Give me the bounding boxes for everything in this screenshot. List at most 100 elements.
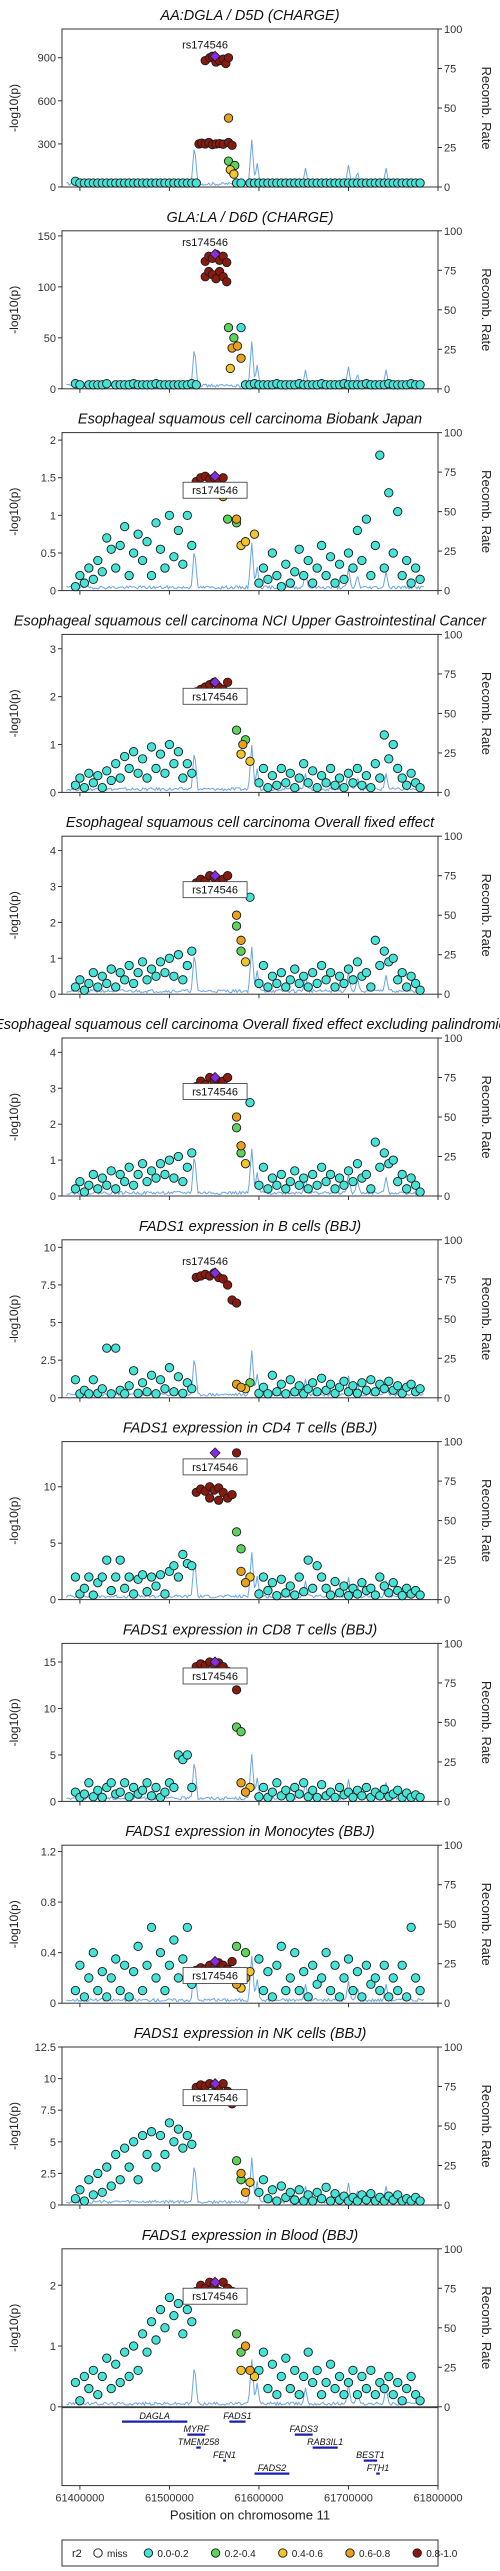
snp-point (231, 1685, 242, 1695)
y2-tick-label: 25 (444, 1959, 456, 1971)
snp-point (299, 1966, 309, 1977)
gene-label: FADS1 (223, 2411, 251, 2421)
snp-point (88, 1375, 98, 1385)
snp-point (276, 581, 286, 592)
snp-point (146, 742, 157, 752)
snp-point (70, 1572, 81, 1582)
snp-point (223, 53, 234, 63)
gene-label: FEN1 (213, 2450, 236, 2460)
y-tick-label: 5 (50, 1538, 56, 1550)
snp-point (97, 1384, 107, 1394)
snp-point (357, 1992, 367, 2002)
snp-point (79, 985, 90, 995)
snp-point (379, 563, 389, 573)
snp-point (155, 544, 166, 554)
y-axis-title: -log10(p) (7, 1295, 21, 1343)
snp-point (415, 1792, 425, 1803)
snp-point (308, 968, 318, 978)
snp-point (348, 1985, 358, 1996)
snp-point (384, 1992, 394, 2002)
y2-tick-label: 100 (444, 831, 462, 843)
y-axis-title: -log10(p) (7, 2304, 21, 2352)
snp-point (178, 1388, 188, 1398)
snp-point (223, 156, 234, 166)
snp-point (164, 1155, 175, 1165)
snp-point (330, 1184, 340, 1194)
snp-point (272, 2196, 282, 2206)
snp-point (133, 1169, 143, 1180)
legend-title: r2 (72, 2548, 82, 2560)
snp-point (415, 782, 425, 793)
snp-point (178, 975, 188, 985)
snp-point (254, 1180, 264, 1190)
snp-point (308, 1169, 318, 1180)
snp-point (205, 1493, 215, 1503)
panel-title: Esophageal squamous cell carcinoma NCI U… (14, 613, 487, 629)
snp-point (375, 1985, 385, 1996)
y-tick-label: 2.5 (41, 2168, 56, 2180)
snp-point (187, 1561, 197, 1571)
snp-point (236, 1566, 246, 1577)
recomb-rate-line (66, 1148, 424, 1196)
lead-snp-label-box (182, 2089, 248, 2107)
snp-point (120, 1778, 130, 1788)
snp-point (115, 2175, 125, 2185)
snp-point (173, 950, 184, 960)
panel-title: FADS1 expression in CD8 T cells (BBJ) (123, 1622, 377, 1638)
snp-point (137, 754, 148, 764)
snp-point (285, 578, 295, 588)
snp-point (258, 763, 269, 774)
x-tick-label: 61600000 (234, 2493, 283, 2505)
snp-point (106, 964, 116, 974)
snp-point (316, 2389, 327, 2400)
snp-point (370, 2389, 380, 2400)
snp-point (120, 751, 130, 762)
y-tick-label: 0 (50, 586, 56, 598)
snp-point (299, 759, 309, 769)
y-tick-label: 7.5 (41, 2105, 56, 2117)
y2-axis-title: Recomb. Rate (479, 672, 494, 755)
snp-point (137, 1785, 148, 1795)
lead-snp-label-box (182, 881, 248, 899)
snp-point (120, 521, 130, 532)
x-axis-title: Position on chromosome 11 (170, 2508, 330, 2523)
y2-tick-label: 25 (444, 143, 456, 155)
snp-point (79, 1789, 90, 1799)
snp-point (164, 510, 175, 521)
snp-point (106, 2383, 116, 2394)
y-tick-label: 2 (50, 2280, 56, 2292)
snp-point (84, 1389, 94, 1399)
snp-point (124, 763, 134, 774)
y2-tick-label: 75 (444, 871, 456, 883)
lead-snp-marker (209, 50, 221, 62)
panel-title: FADS1 expression in Monocytes (BBJ) (125, 1824, 375, 1840)
snp-point (75, 380, 85, 390)
snp-point (146, 1922, 157, 1933)
snp-point (339, 1581, 349, 1591)
panel-title: AA:DGLA / D5D (CHARGE) (159, 8, 339, 24)
y2-tick-label: 75 (444, 64, 456, 76)
snp-point (115, 1555, 125, 1565)
lead-snp-label-box (182, 2287, 248, 2305)
snp-point (97, 1792, 107, 1803)
y2-axis-title: Recomb. Rate (479, 1277, 494, 1360)
snp-point (133, 2175, 143, 2185)
snp-point (245, 2365, 255, 2375)
snp-point (75, 975, 85, 985)
snp-point (102, 2162, 112, 2172)
gene-label: DAGLA (139, 2411, 170, 2421)
snp-point (290, 1166, 300, 1176)
snp-point (106, 775, 116, 786)
panel-11: FADS1 expression in NK cells (BBJ) 0 2.5 5 7… (7, 2026, 494, 2212)
snp-point (348, 778, 358, 788)
snp-point (160, 1787, 170, 1797)
y2-tick-label: 75 (444, 1476, 456, 1488)
snp-point (325, 1985, 336, 1996)
snp-point (308, 2196, 318, 2206)
snp-point (312, 2365, 322, 2375)
snp-point (155, 1570, 166, 1580)
snp-point (169, 1935, 179, 1945)
y-tick-label: 0 (50, 182, 56, 194)
y2-tick-label: 50 (444, 507, 456, 519)
snp-point (352, 1388, 363, 1398)
